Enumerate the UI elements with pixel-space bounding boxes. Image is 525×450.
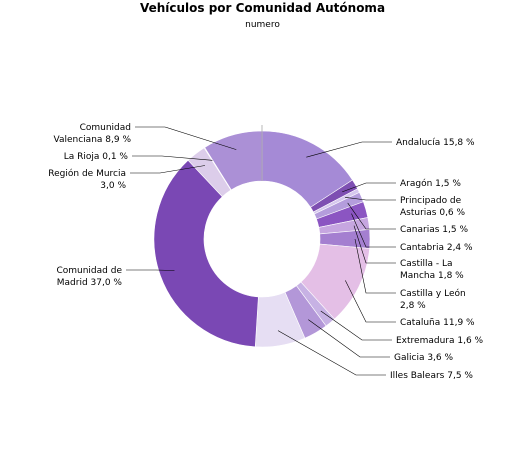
slice-label-cantabria: Cantabria 2,4 % (400, 243, 473, 253)
slice-label-line: Mancha 1,8 % (400, 271, 464, 281)
slice-label-andalucia: Andalucía 15,8 % (396, 138, 475, 148)
slice-label-line: Asturias 0,6 % (400, 208, 466, 218)
slice-label-line: Castilla - La (400, 259, 453, 269)
slice-label-line: Cataluña 11,9 % (400, 318, 475, 328)
leader-line-region-de-murcia (130, 165, 206, 174)
slice-label-comunidad-valenciana: Comunidad Valenciana 8,9 % (54, 123, 132, 145)
leader-line-andalucia (306, 141, 392, 158)
slice-label-region-de-murcia: Región de Murcia 3,0 % (48, 168, 126, 191)
slice-label-cataluna: Cataluña 11,9 % (400, 318, 475, 328)
leader-line-castilla-la-mancha (353, 225, 396, 264)
leader-line-aragon (342, 182, 396, 193)
leader-line-canarias (347, 202, 396, 230)
slice-label-line: Andalucía 15,8 % (396, 138, 475, 148)
slice-label-castilla-la-mancha: Castilla - La Mancha 1,8 % (400, 259, 464, 281)
slice-label-canarias: Canarias 1,5 % (400, 225, 468, 235)
leader-line-comunidad-de-madrid (126, 269, 175, 271)
leader-line-extremadura (320, 310, 392, 341)
slice-label-line: Madrid 37,0 % (57, 278, 123, 288)
slice-label-line: Cantabria 2,4 % (400, 243, 473, 253)
slice-label-principado-de-asturias: Principado de Asturias 0,6 % (400, 196, 466, 218)
leader-line-galicia (308, 319, 390, 358)
leader-line-castilla-y-leon (354, 238, 396, 294)
leader-line-comunidad-valenciana (135, 126, 237, 150)
slice-label-line: Comunidad de (56, 266, 122, 276)
slice-label-illes-balears: Illes Balears 7,5 % (390, 371, 473, 381)
slice-label-aragon: Aragón 1,5 % (400, 178, 461, 189)
slice-label-line: Extremadura 1,6 % (396, 336, 484, 346)
slice-label-extremadura: Extremadura 1,6 % (396, 336, 484, 346)
slice-comunidad-de-madrid (153, 159, 259, 348)
leader-line-illes-balears (277, 330, 386, 376)
chart-subtitle: numero (245, 20, 280, 30)
slice-label-line: Valenciana 8,9 % (54, 135, 132, 145)
slice-label-line: La Rioja 0,1 % (64, 152, 129, 162)
slice-label-line: Illes Balears 7,5 % (390, 371, 473, 381)
slice-label-line: Canarias 1,5 % (400, 225, 468, 235)
slice-label-line: Región de Murcia (48, 168, 126, 179)
leader-line-cantabria (351, 213, 396, 248)
slice-label-line: Comunidad (80, 123, 131, 133)
slice-label-line: Aragón 1,5 % (400, 178, 461, 189)
slice-label-comunidad-de-madrid: Comunidad de Madrid 37,0 % (56, 266, 122, 288)
leader-line-principado-de-asturias (345, 197, 396, 201)
slice-label-castilla-y-leon: Castilla y León 2,8 % (400, 288, 466, 311)
chart-title: Vehículos por Comunidad Autónoma (139, 1, 386, 15)
slice-label-line: Principado de (400, 196, 462, 206)
leader-line-cataluna (345, 280, 396, 323)
slice-label-line: Castilla y León (400, 288, 466, 299)
slice-label-galicia: Galicia 3,6 % (394, 353, 453, 363)
leader-line-la-rioja (132, 155, 213, 161)
slice-label-line: Galicia 3,6 % (394, 353, 453, 363)
slice-label-la-rioja: La Rioja 0,1 % (64, 152, 129, 162)
slice-label-line: 2,8 % (400, 301, 426, 311)
slice-label-line: 3,0 % (100, 181, 126, 191)
